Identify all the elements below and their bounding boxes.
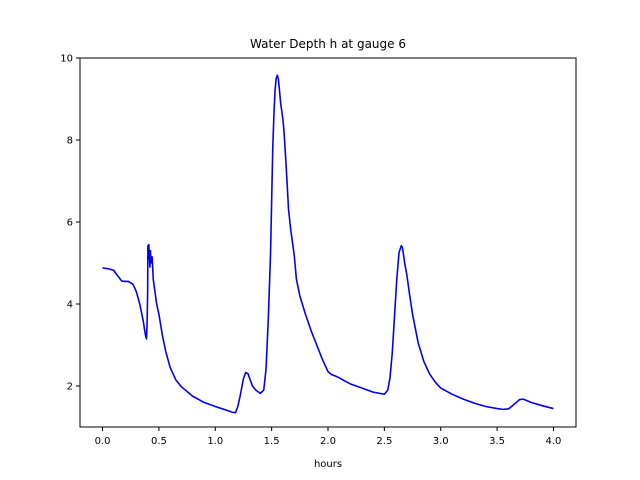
y-tick-label: 10 bbox=[60, 54, 73, 65]
series-layer bbox=[102, 74, 554, 414]
y-tick-label: 4 bbox=[67, 300, 73, 311]
y-axis-ticks: 2 4 6 8 10 bbox=[60, 54, 80, 393]
x-tick-label: 3.0 bbox=[433, 436, 449, 447]
y-tick-label: 6 bbox=[67, 218, 73, 229]
y-tick-label: 8 bbox=[67, 136, 73, 147]
series-line-water-depth bbox=[102, 74, 554, 414]
x-tick-label: 0.0 bbox=[95, 436, 111, 447]
x-axis-ticks: 0.0 0.5 1.0 1.5 2.0 2.5 3.0 3.5 4.0 bbox=[95, 427, 562, 447]
x-tick-label: 1.0 bbox=[207, 436, 223, 447]
x-tick-label: 2.0 bbox=[320, 436, 336, 447]
x-tick-label: 4.0 bbox=[546, 436, 562, 447]
x-tick-label: 1.5 bbox=[264, 436, 280, 447]
x-tick-label: 3.5 bbox=[489, 436, 505, 447]
x-tick-label: 0.5 bbox=[151, 436, 167, 447]
x-tick-label: 2.5 bbox=[376, 436, 392, 447]
x-axis-label: hours bbox=[314, 459, 342, 470]
chart-title: Water Depth h at gauge 6 bbox=[250, 37, 406, 51]
y-tick-label: 2 bbox=[67, 382, 73, 393]
